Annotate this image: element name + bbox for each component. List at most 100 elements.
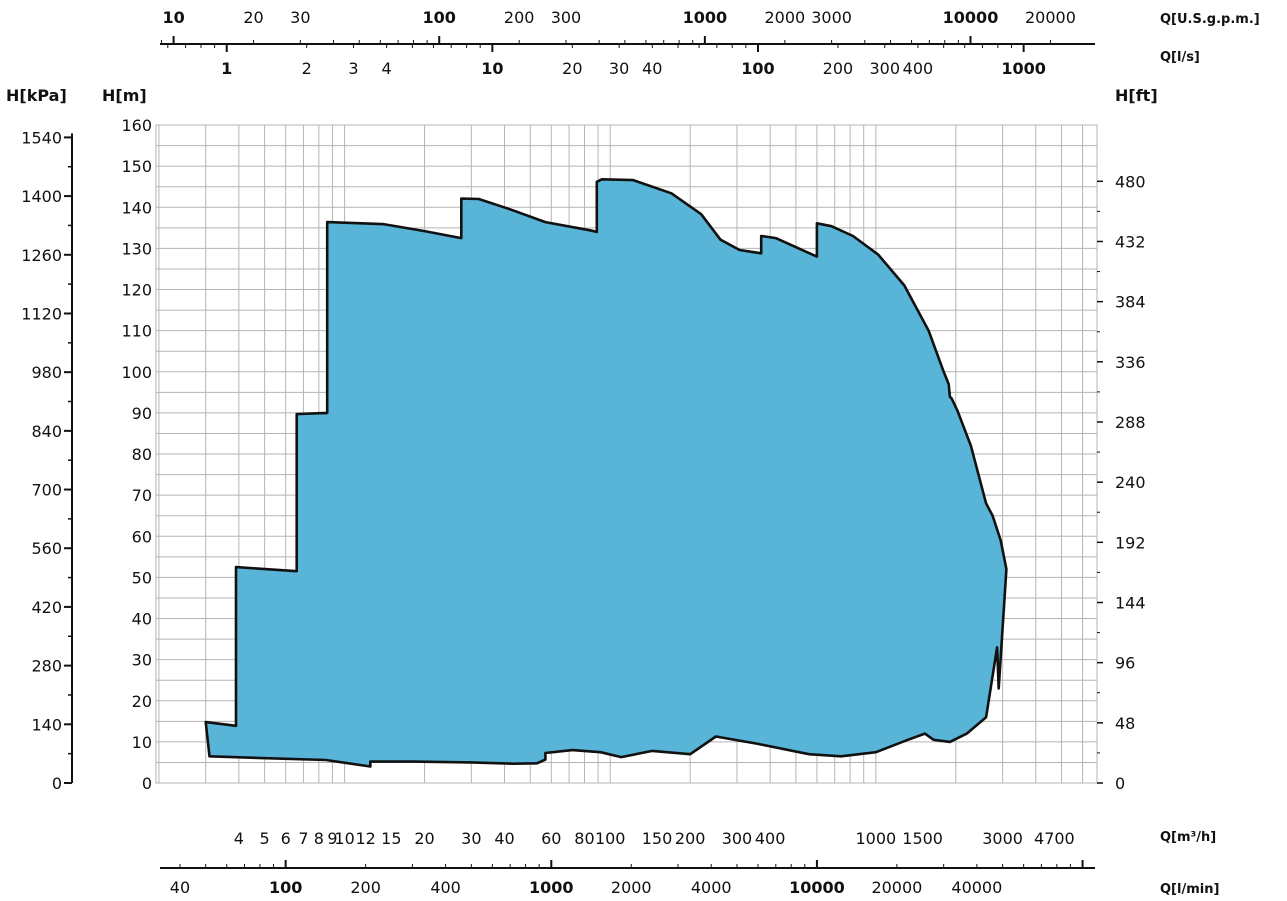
y-axis-kpa-title: H[kPa] bbox=[6, 86, 67, 105]
x-tick-m3h: 15 bbox=[381, 829, 401, 848]
x-axis-usgpm-label: 10 bbox=[162, 8, 184, 27]
y-tick-kpa: 1540 bbox=[21, 128, 62, 147]
x-tick-m3h: 150 bbox=[642, 829, 673, 848]
y-tick-m: 160 bbox=[121, 116, 152, 135]
y-tick-m: 90 bbox=[132, 404, 152, 423]
x-axis-lmin-label: 40 bbox=[170, 878, 190, 897]
y-tick-m: 150 bbox=[121, 157, 152, 176]
unit-lmin-label: Q[l/min] bbox=[1160, 882, 1219, 897]
x-tick-m3h: 5 bbox=[260, 829, 270, 848]
x-tick-m3h: 30 bbox=[461, 829, 481, 848]
x-tick-m3h: 7 bbox=[298, 829, 308, 848]
x-tick-m3h: 20 bbox=[414, 829, 434, 848]
y-tick-kpa: 1120 bbox=[21, 304, 62, 323]
x-tick-m3h: 8 bbox=[314, 829, 324, 848]
x-axis-usgpm-label: 20000 bbox=[1025, 8, 1076, 27]
x-axis-lmin-label: 10000 bbox=[789, 878, 845, 897]
y-tick-m: 110 bbox=[121, 322, 152, 341]
x-tick-m3h: 4 bbox=[234, 829, 244, 848]
y-tick-kpa: 140 bbox=[31, 715, 62, 734]
x-axis-ls-label: 40 bbox=[642, 59, 662, 78]
y-tick-ft: 240 bbox=[1115, 473, 1146, 492]
x-tick-m3h: 1500 bbox=[902, 829, 943, 848]
unit-m3h-label: Q[m³/h] bbox=[1160, 830, 1216, 845]
y-tick-ft: 48 bbox=[1115, 714, 1135, 733]
y-tick-m: 70 bbox=[132, 486, 152, 505]
x-axis-ls-label: 10 bbox=[481, 59, 503, 78]
y-tick-kpa: 280 bbox=[31, 657, 62, 676]
x-axis-ls-label: 200 bbox=[823, 59, 854, 78]
x-tick-m3h: 6 bbox=[281, 829, 291, 848]
x-axis-ls-label: 1 bbox=[221, 59, 232, 78]
y-tick-ft: 480 bbox=[1115, 172, 1146, 191]
y-tick-m: 130 bbox=[121, 239, 152, 258]
x-axis-lmin-label: 100 bbox=[269, 878, 302, 897]
x-axis-ls-label: 20 bbox=[562, 59, 582, 78]
x-tick-m3h: 1000 bbox=[855, 829, 896, 848]
x-tick-m3h: 9 bbox=[327, 829, 337, 848]
y-tick-ft: 96 bbox=[1115, 654, 1135, 673]
operating-range-area bbox=[204, 178, 1008, 768]
x-tick-m3h: 80 bbox=[574, 829, 594, 848]
y-tick-m: 20 bbox=[132, 692, 152, 711]
y-tick-m: 100 bbox=[121, 363, 152, 382]
x-tick-m3h: 10 bbox=[334, 829, 354, 848]
y-tick-ft: 432 bbox=[1115, 232, 1146, 251]
y-tick-kpa: 420 bbox=[31, 598, 62, 617]
y-tick-kpa: 1400 bbox=[21, 187, 62, 206]
axes: 0102030405060708090100110120130140150160… bbox=[21, 8, 1145, 897]
x-axis-lmin-label: 400 bbox=[430, 878, 461, 897]
x-axis-usgpm-label: 2000 bbox=[764, 8, 805, 27]
y-tick-m: 120 bbox=[121, 281, 152, 300]
y-tick-kpa: 700 bbox=[31, 481, 62, 500]
y-tick-kpa: 980 bbox=[31, 363, 62, 382]
x-axis-ls-label: 400 bbox=[903, 59, 934, 78]
x-axis-usgpm-label: 100 bbox=[423, 8, 456, 27]
x-axis-usgpm-label: 20 bbox=[243, 8, 263, 27]
x-axis-lmin-label: 2000 bbox=[611, 878, 652, 897]
y-tick-ft: 192 bbox=[1115, 533, 1146, 552]
x-axis-lmin-label: 40000 bbox=[951, 878, 1002, 897]
x-axis-ls-label: 3 bbox=[348, 59, 358, 78]
x-axis-ls-label: 300 bbox=[869, 59, 900, 78]
x-tick-m3h: 400 bbox=[755, 829, 786, 848]
x-axis-lmin-label: 1000 bbox=[529, 878, 574, 897]
x-axis-usgpm-label: 300 bbox=[551, 8, 582, 27]
y-tick-ft: 0 bbox=[1115, 774, 1125, 793]
x-axis-lmin-label: 200 bbox=[350, 878, 381, 897]
x-axis-usgpm-label: 10000 bbox=[943, 8, 999, 27]
x-axis-usgpm-label: 3000 bbox=[811, 8, 852, 27]
y-axis-m-title: H[m] bbox=[102, 86, 147, 105]
y-tick-m: 40 bbox=[132, 610, 152, 629]
y-tick-ft: 288 bbox=[1115, 413, 1146, 432]
y-tick-kpa: 0 bbox=[52, 774, 62, 793]
y-tick-m: 80 bbox=[132, 445, 152, 464]
x-axis-usgpm-label: 30 bbox=[290, 8, 310, 27]
x-tick-m3h: 3000 bbox=[982, 829, 1023, 848]
x-axis-usgpm-label: 200 bbox=[504, 8, 535, 27]
x-tick-m3h: 100 bbox=[595, 829, 626, 848]
y-tick-kpa: 840 bbox=[31, 422, 62, 441]
x-axis-usgpm-label: 1000 bbox=[683, 8, 728, 27]
x-tick-m3h: 12 bbox=[355, 829, 375, 848]
x-tick-m3h: 200 bbox=[675, 829, 706, 848]
x-axis-lmin-label: 4000 bbox=[691, 878, 732, 897]
x-axis-ls-label: 30 bbox=[609, 59, 629, 78]
unit-usgpm-label: Q[U.S.g.p.m.] bbox=[1160, 12, 1260, 27]
y-tick-m: 60 bbox=[132, 527, 152, 546]
x-axis-ls-label: 2 bbox=[302, 59, 312, 78]
y-tick-m: 10 bbox=[132, 733, 152, 752]
y-tick-ft: 144 bbox=[1115, 593, 1146, 612]
unit-ls-label: Q[l/s] bbox=[1160, 50, 1200, 65]
y-axis-ft-title: H[ft] bbox=[1115, 86, 1158, 105]
x-tick-m3h: 300 bbox=[722, 829, 753, 848]
y-tick-m: 50 bbox=[132, 568, 152, 587]
x-tick-m3h: 4700 bbox=[1034, 829, 1075, 848]
y-tick-m: 30 bbox=[132, 651, 152, 670]
x-tick-m3h: 60 bbox=[541, 829, 561, 848]
y-tick-kpa: 560 bbox=[31, 539, 62, 558]
x-axis-lmin-label: 20000 bbox=[871, 878, 922, 897]
x-axis-ls-label: 4 bbox=[382, 59, 392, 78]
y-tick-ft: 384 bbox=[1115, 293, 1146, 312]
